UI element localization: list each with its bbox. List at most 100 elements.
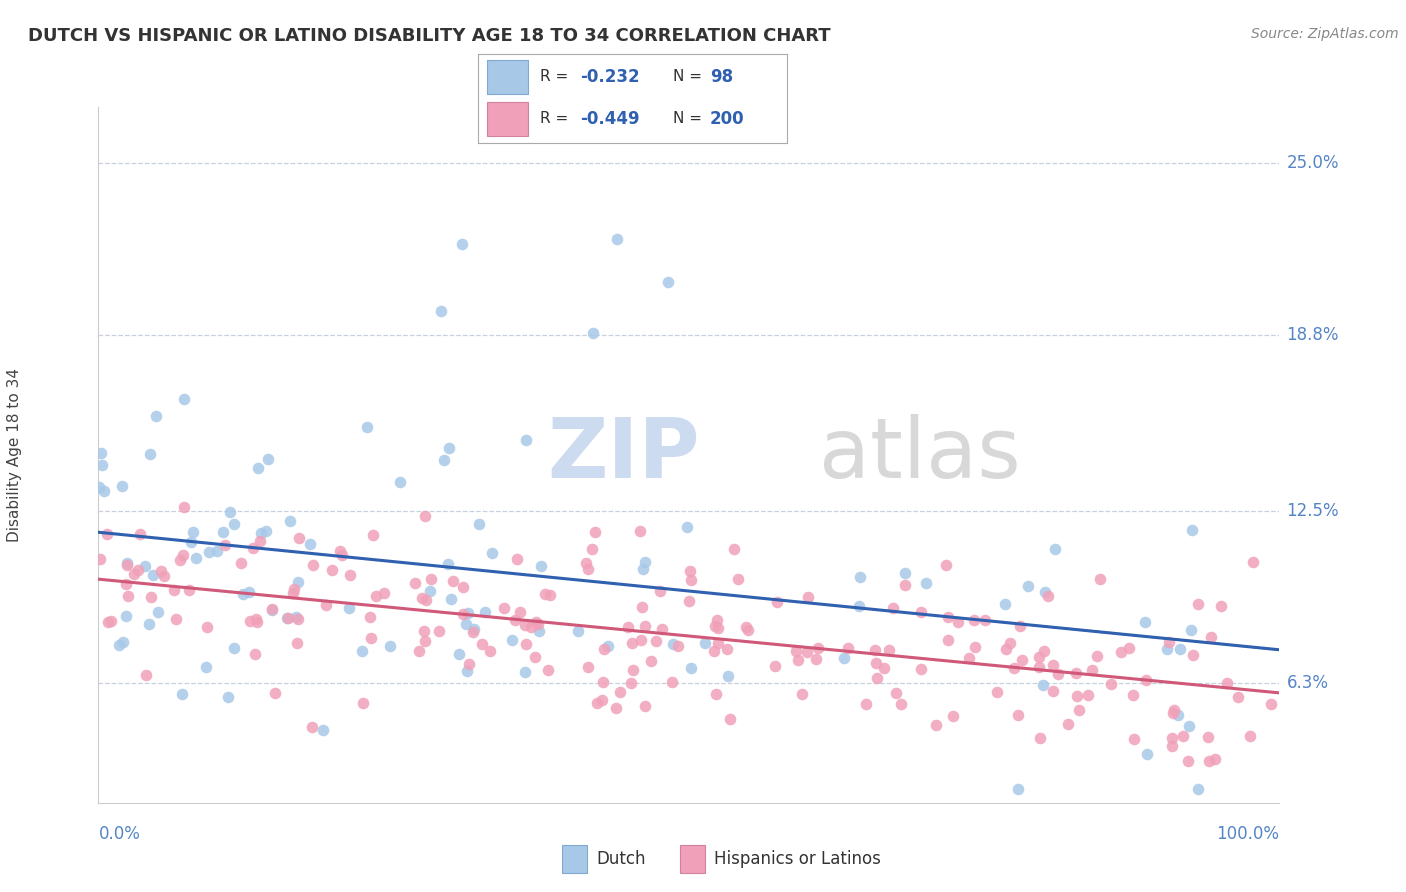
Point — [404, 576, 426, 591]
Text: 200: 200 — [710, 110, 745, 128]
Point — [848, 599, 870, 613]
Point — [90, 446, 112, 460]
Point — [287, 531, 309, 545]
Point — [457, 606, 479, 620]
Point — [162, 582, 184, 597]
Point — [695, 635, 717, 649]
Point — [1028, 731, 1050, 746]
Point — [1042, 684, 1064, 698]
Point — [337, 600, 360, 615]
Point — [994, 597, 1017, 611]
Point — [630, 633, 652, 648]
Point — [592, 674, 614, 689]
Point — [245, 612, 267, 626]
Point — [169, 553, 191, 567]
Point — [790, 687, 813, 701]
Point — [620, 676, 643, 690]
Point — [1239, 729, 1261, 743]
Point — [262, 602, 284, 616]
Point — [299, 536, 322, 550]
Point — [284, 610, 307, 624]
Point — [616, 620, 638, 634]
Point — [115, 558, 138, 573]
Point — [451, 580, 474, 594]
Point — [330, 548, 353, 562]
Point — [264, 686, 287, 700]
Point — [1111, 645, 1133, 659]
Point — [1047, 667, 1070, 681]
Point — [1156, 642, 1178, 657]
Point — [582, 326, 605, 340]
Text: N =: N = — [673, 70, 707, 84]
Point — [127, 563, 149, 577]
Point — [706, 613, 728, 627]
Point — [257, 452, 280, 467]
Point — [249, 533, 271, 548]
Point — [1028, 659, 1050, 673]
Point — [621, 663, 644, 677]
Point — [285, 635, 308, 649]
Point — [592, 642, 614, 657]
Text: N =: N = — [673, 112, 707, 126]
Point — [1161, 706, 1184, 720]
Point — [96, 527, 118, 541]
Point — [1209, 599, 1232, 613]
Point — [114, 609, 136, 624]
Point — [173, 392, 195, 406]
Point — [849, 570, 872, 584]
Point — [1167, 708, 1189, 723]
Point — [260, 603, 283, 617]
Point — [578, 659, 600, 673]
Text: 100.0%: 100.0% — [1216, 825, 1279, 843]
Point — [1090, 572, 1112, 586]
Text: R =: R = — [540, 112, 574, 126]
Point — [134, 559, 156, 574]
Point — [117, 590, 139, 604]
Point — [640, 654, 662, 668]
Point — [1161, 731, 1184, 745]
Text: -0.449: -0.449 — [581, 110, 640, 128]
Point — [890, 697, 912, 711]
Point — [650, 584, 672, 599]
Point — [785, 643, 807, 657]
Point — [173, 500, 195, 515]
Bar — [562, 845, 588, 872]
Point — [1099, 677, 1122, 691]
Point — [1032, 644, 1054, 658]
Point — [679, 565, 702, 579]
Point — [150, 564, 173, 578]
Point — [100, 615, 122, 629]
Point — [894, 578, 917, 592]
Point — [135, 668, 157, 682]
Point — [1157, 635, 1180, 649]
Point — [609, 685, 631, 699]
Point — [339, 567, 361, 582]
Point — [877, 643, 900, 657]
Point — [631, 562, 654, 576]
Point — [172, 548, 194, 562]
Point — [287, 575, 309, 590]
Point — [766, 594, 789, 608]
Point — [530, 559, 553, 574]
Point — [378, 639, 401, 653]
Point — [1204, 752, 1226, 766]
Point — [634, 555, 657, 569]
Point — [519, 620, 541, 634]
Point — [527, 624, 550, 639]
Point — [1085, 649, 1108, 664]
Point — [1260, 697, 1282, 711]
Point — [436, 558, 458, 572]
Point — [93, 484, 115, 499]
Point — [433, 453, 456, 467]
Point — [1118, 640, 1140, 655]
Point — [515, 433, 537, 447]
Point — [1181, 648, 1204, 662]
Point — [1036, 589, 1059, 603]
Point — [361, 528, 384, 542]
Point — [1081, 663, 1104, 677]
Point — [1028, 649, 1050, 664]
Point — [89, 551, 111, 566]
Point — [910, 605, 932, 619]
Point — [1043, 541, 1066, 556]
Point — [567, 624, 589, 639]
